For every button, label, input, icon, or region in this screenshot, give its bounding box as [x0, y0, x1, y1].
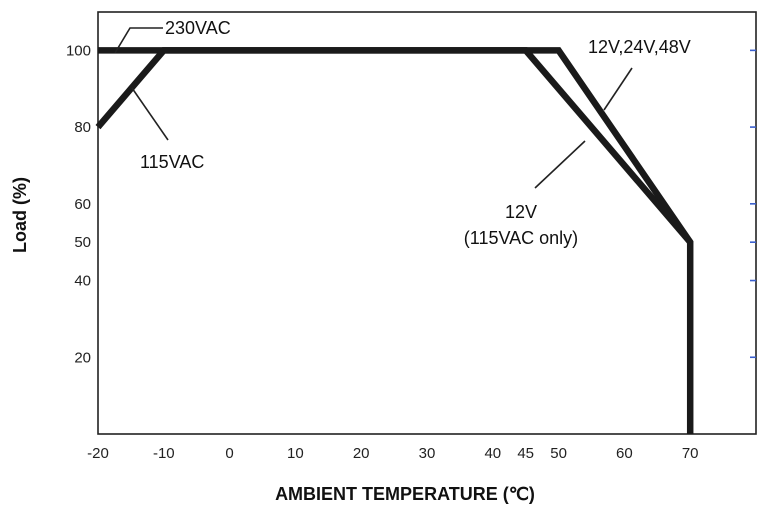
annotation-pointers: [114, 27, 633, 189]
x-tick-label: 10: [287, 445, 304, 462]
x-tick-label: 60: [616, 445, 633, 462]
label-230vac: 230VAC: [165, 18, 231, 38]
x-axis-title: AMBIENT TEMPERATURE (℃): [275, 484, 535, 504]
y-tick-label: 20: [74, 349, 91, 366]
y-axis-ticks: 20 40 50 60 80 100: [66, 42, 91, 366]
x-tick-label: 45: [517, 445, 534, 462]
x-tick-label: 30: [419, 445, 436, 462]
y-axis-title: Load (%): [10, 177, 30, 253]
y-tick-label: 100: [66, 42, 91, 59]
x-tick-label: 70: [682, 445, 699, 462]
pointer-12v-24v-48v: [603, 67, 633, 111]
x-tick-label: 0: [225, 445, 233, 462]
series-layer: [95, 47, 694, 434]
y-tick-label: 80: [74, 119, 91, 136]
x-axis-ticks: -20 -10 0 10 20 30 40 45 50 60 70: [87, 445, 698, 462]
label-12v-24v-48v: 12V,24V,48V: [588, 37, 691, 57]
series-line-115vac: [95, 47, 693, 245]
x-tick-label: -10: [153, 445, 175, 462]
label-12v: 12V: [505, 202, 537, 222]
y-tick-label: 40: [74, 273, 91, 290]
x-tick-label: -20: [87, 445, 109, 462]
x-tick-label: 50: [550, 445, 567, 462]
label-115vac: 115VAC: [140, 152, 204, 172]
series-line-230vac: [98, 47, 694, 434]
x-tick-label: 20: [353, 445, 370, 462]
label-115vac-only: (115VAC only): [464, 228, 578, 248]
pointer-12v-115vac-only: [534, 140, 586, 189]
y-tick-label: 60: [74, 196, 91, 213]
pointer-115vac: [131, 87, 169, 141]
y-tick-label: 50: [74, 234, 91, 251]
plot-frame: [97, 11, 757, 435]
right-tick-marks: [750, 49, 756, 359]
pointer-230vac: [114, 27, 163, 54]
x-tick-label: 40: [484, 445, 501, 462]
